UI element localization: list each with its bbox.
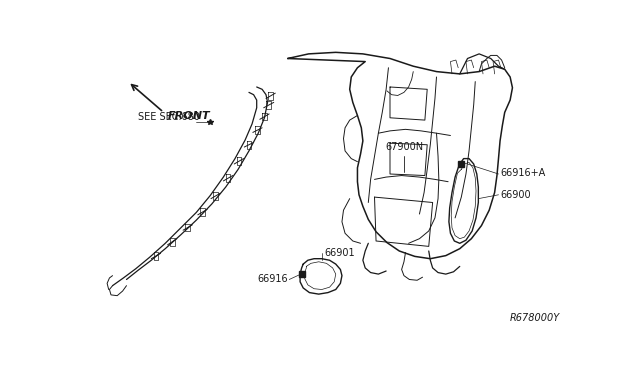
Text: 66916: 66916	[257, 275, 288, 285]
Text: FRONT: FRONT	[168, 111, 210, 121]
Text: 67900N: 67900N	[385, 142, 423, 153]
Text: SEE SEC.680: SEE SEC.680	[138, 112, 200, 122]
Text: R678000Y: R678000Y	[510, 313, 561, 323]
Text: 66916+A: 66916+A	[501, 168, 546, 178]
Text: 66901: 66901	[324, 247, 355, 257]
Text: 66900: 66900	[501, 190, 531, 200]
